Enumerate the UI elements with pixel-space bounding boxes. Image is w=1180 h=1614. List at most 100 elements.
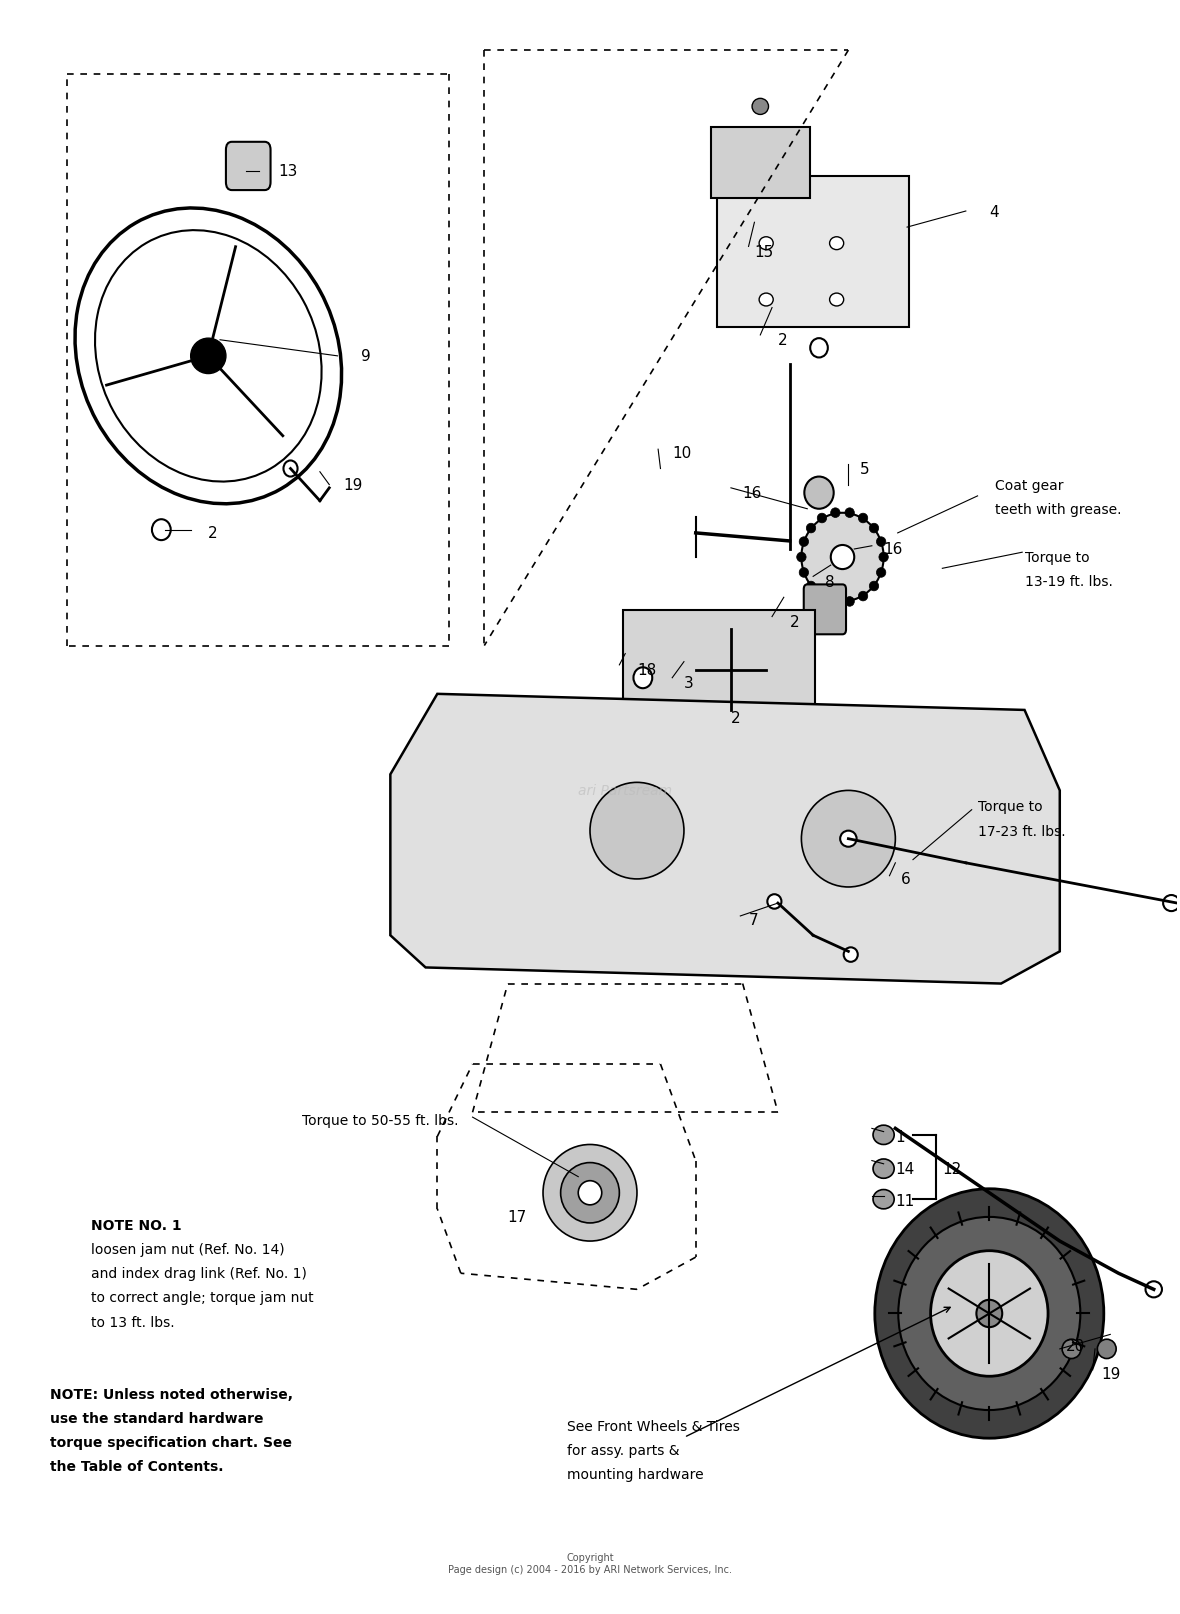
FancyBboxPatch shape <box>225 142 270 190</box>
Text: for assy. parts &: for assy. parts & <box>566 1443 678 1457</box>
Text: Torque to: Torque to <box>1024 550 1089 565</box>
Ellipse shape <box>844 947 858 962</box>
Text: 15: 15 <box>754 245 774 260</box>
Ellipse shape <box>858 592 867 602</box>
Ellipse shape <box>845 597 854 607</box>
Ellipse shape <box>877 537 886 547</box>
Ellipse shape <box>1097 1340 1116 1359</box>
Ellipse shape <box>1146 1282 1162 1298</box>
Ellipse shape <box>874 1190 1103 1438</box>
Ellipse shape <box>152 520 171 541</box>
Text: 6: 6 <box>902 872 911 886</box>
Ellipse shape <box>796 554 806 563</box>
Text: 10: 10 <box>673 445 691 460</box>
Ellipse shape <box>801 513 884 602</box>
Ellipse shape <box>840 831 857 847</box>
Ellipse shape <box>806 525 815 534</box>
Text: loosen jam nut (Ref. No. 14): loosen jam nut (Ref. No. 14) <box>91 1243 284 1256</box>
Text: mounting hardware: mounting hardware <box>566 1467 703 1482</box>
Text: 7: 7 <box>748 912 759 926</box>
Ellipse shape <box>879 554 889 563</box>
Text: 17: 17 <box>507 1209 527 1225</box>
Ellipse shape <box>1062 1340 1081 1359</box>
Text: 1: 1 <box>896 1130 905 1144</box>
Text: 18: 18 <box>637 663 656 678</box>
Text: 16: 16 <box>884 542 903 557</box>
Polygon shape <box>391 694 1060 985</box>
Text: and index drag link (Ref. No. 1): and index drag link (Ref. No. 1) <box>91 1267 307 1280</box>
Ellipse shape <box>845 508 854 518</box>
Text: teeth with grease.: teeth with grease. <box>995 502 1122 516</box>
Text: 19: 19 <box>343 478 362 492</box>
Ellipse shape <box>759 237 773 250</box>
Text: 4: 4 <box>989 205 999 220</box>
Text: NOTE: Unless noted otherwise,: NOTE: Unless noted otherwise, <box>50 1386 293 1401</box>
Text: Torque to: Torque to <box>977 801 1042 813</box>
Ellipse shape <box>873 1159 894 1178</box>
Text: 2: 2 <box>730 712 741 726</box>
Ellipse shape <box>877 568 886 578</box>
Text: 12: 12 <box>943 1162 962 1177</box>
Text: See Front Wheels & Tires: See Front Wheels & Tires <box>566 1419 740 1433</box>
Text: Torque to 50-55 ft. lbs.: Torque to 50-55 ft. lbs. <box>302 1114 459 1128</box>
FancyBboxPatch shape <box>712 128 809 199</box>
Text: 17-23 ft. lbs.: 17-23 ft. lbs. <box>977 825 1066 838</box>
Ellipse shape <box>759 294 773 307</box>
Text: Coat gear: Coat gear <box>995 478 1063 492</box>
Ellipse shape <box>801 791 896 888</box>
Ellipse shape <box>818 592 827 602</box>
Text: 13: 13 <box>278 165 299 179</box>
Text: 2: 2 <box>778 332 787 349</box>
Ellipse shape <box>873 1190 894 1209</box>
Text: 16: 16 <box>742 486 762 500</box>
Text: to correct angle; torque jam nut: to correct angle; torque jam nut <box>91 1291 314 1304</box>
Ellipse shape <box>830 294 844 307</box>
FancyBboxPatch shape <box>623 610 815 730</box>
Ellipse shape <box>578 1181 602 1206</box>
Ellipse shape <box>752 100 768 115</box>
Ellipse shape <box>805 478 834 510</box>
Text: the Table of Contents.: the Table of Contents. <box>50 1459 223 1474</box>
FancyBboxPatch shape <box>804 584 846 634</box>
Ellipse shape <box>799 537 808 547</box>
Ellipse shape <box>818 513 827 523</box>
Text: ari Partsream: ari Partsream <box>578 784 673 797</box>
Ellipse shape <box>830 237 844 250</box>
Ellipse shape <box>976 1299 1002 1327</box>
Ellipse shape <box>870 525 879 534</box>
Text: 2: 2 <box>789 615 799 629</box>
Ellipse shape <box>898 1217 1081 1411</box>
Text: use the standard hardware: use the standard hardware <box>50 1411 263 1425</box>
Ellipse shape <box>931 1251 1048 1377</box>
FancyBboxPatch shape <box>716 176 910 328</box>
Ellipse shape <box>858 513 867 523</box>
Text: Copyright
Page design (c) 2004 - 2016 by ARI Network Services, Inc.: Copyright Page design (c) 2004 - 2016 by… <box>448 1553 732 1574</box>
Text: 2: 2 <box>209 526 218 541</box>
Ellipse shape <box>870 581 879 591</box>
Ellipse shape <box>767 894 781 909</box>
Ellipse shape <box>590 783 684 880</box>
Ellipse shape <box>560 1162 620 1223</box>
Ellipse shape <box>831 546 854 570</box>
Text: 5: 5 <box>860 462 870 476</box>
Ellipse shape <box>811 339 828 358</box>
Ellipse shape <box>799 568 808 578</box>
Text: 13-19 ft. lbs.: 13-19 ft. lbs. <box>1024 575 1113 589</box>
Ellipse shape <box>634 668 653 689</box>
Text: 14: 14 <box>896 1162 914 1177</box>
Text: 19: 19 <box>1101 1365 1120 1380</box>
Text: 20: 20 <box>1066 1338 1084 1353</box>
Text: torque specification chart. See: torque specification chart. See <box>50 1435 291 1449</box>
Ellipse shape <box>543 1144 637 1241</box>
Text: 11: 11 <box>896 1194 914 1209</box>
Ellipse shape <box>806 581 815 591</box>
Text: NOTE NO. 1: NOTE NO. 1 <box>91 1219 182 1231</box>
Text: 8: 8 <box>825 575 834 589</box>
Text: 9: 9 <box>361 349 371 365</box>
Ellipse shape <box>831 508 840 518</box>
Ellipse shape <box>873 1125 894 1144</box>
Ellipse shape <box>831 597 840 607</box>
Text: 3: 3 <box>684 676 694 691</box>
Text: to 13 ft. lbs.: to 13 ft. lbs. <box>91 1315 175 1328</box>
Ellipse shape <box>283 462 297 478</box>
